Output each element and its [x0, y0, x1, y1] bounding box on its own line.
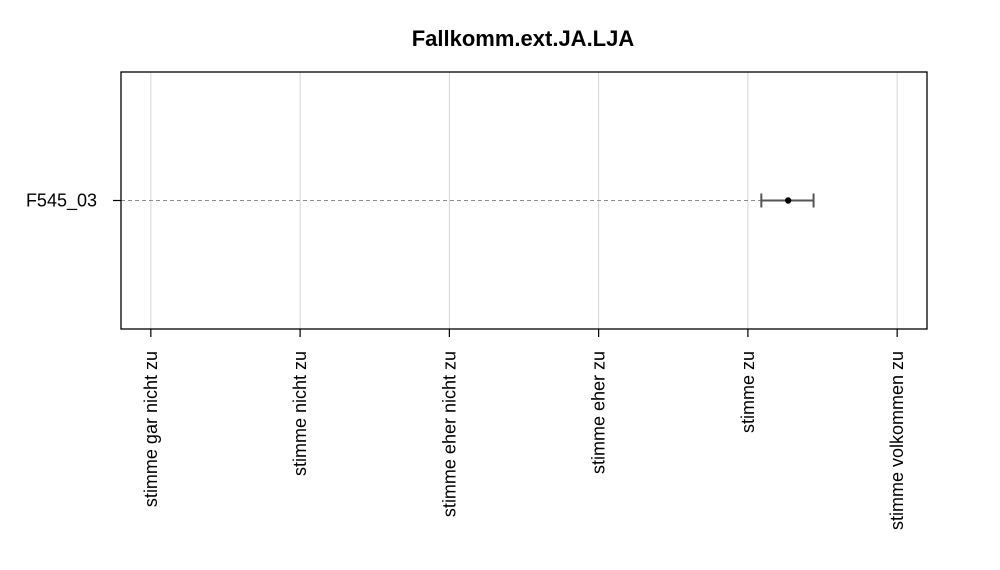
x-axis: stimme gar nicht zu stimme nicht zu stimme…: [141, 329, 907, 530]
x-tick-label: stimme eher zu: [589, 351, 609, 474]
chart-title: Fallkomm.ext.JA.LJA: [412, 26, 635, 51]
y-axis: F545_03: [26, 191, 121, 212]
data-point: [784, 197, 792, 204]
x-tick-label: stimme nicht zu: [290, 351, 310, 476]
x-tick-label: stimme volkommen zu: [887, 351, 907, 530]
x-tick-label: stimme eher nicht zu: [439, 351, 459, 517]
data-marks: [760, 193, 815, 208]
x-tick-label: stimme gar nicht zu: [141, 351, 161, 507]
x-tick-label: stimme zu: [738, 351, 758, 433]
y-category-label: F545_03: [26, 191, 97, 212]
